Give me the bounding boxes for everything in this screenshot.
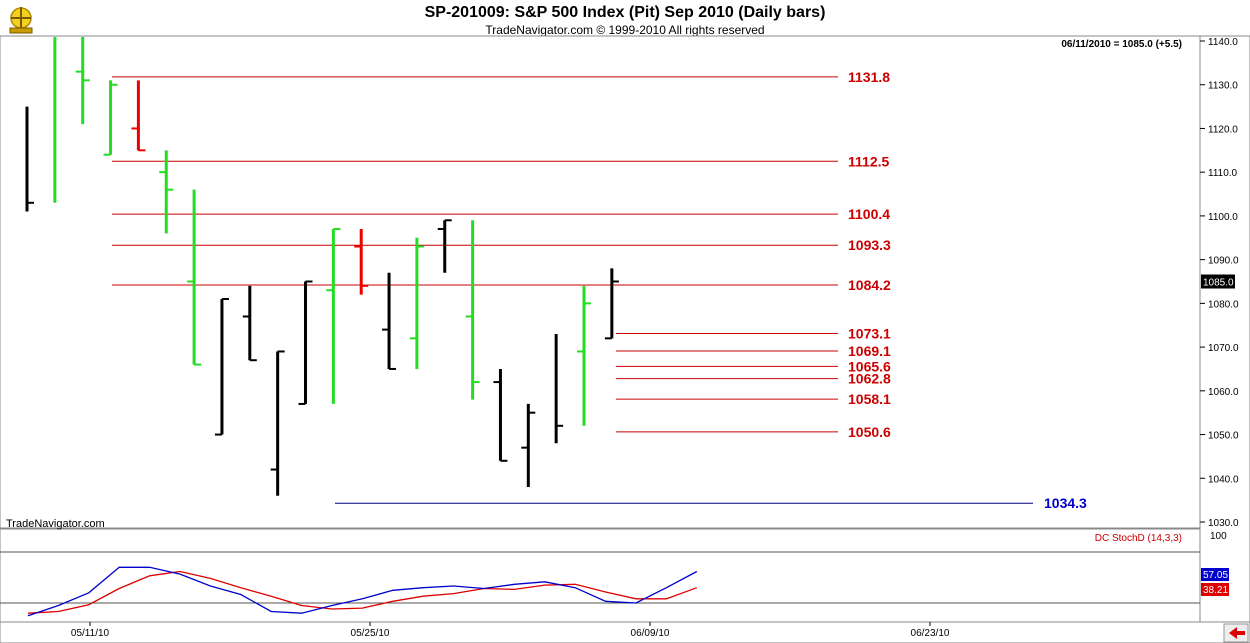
ohlc-bar (465, 220, 480, 400)
ohlc-bar (214, 297, 229, 436)
price-axis-ticks: 1030.0 1040.0 1050.0 1060.0 1070.0 1080.0 1090… (1200, 37, 1239, 529)
stochastic-lines: 100 57.05 38.21 (0, 531, 1229, 617)
ohlc-bar (25, 106, 34, 212)
price-tick-label: 1060.0 (1208, 387, 1239, 398)
price-tick-label: 1140.0 (1208, 37, 1238, 48)
level-label: 1093.3 (848, 237, 891, 253)
ohlc-bar (326, 228, 341, 404)
price-tick-label: 1040.0 (1208, 474, 1239, 485)
price-panel[interactable] (0, 35, 1201, 529)
price-tick-label: 1130.0 (1208, 81, 1238, 92)
ohlc-bar (159, 150, 174, 234)
level-label: 1065.6 (848, 358, 891, 374)
price-tick-label: 1070.0 (1208, 343, 1239, 354)
price-tick-label: 1030.0 (1208, 518, 1239, 529)
indicator-label: DC StochD (14,3,3) (1095, 533, 1182, 544)
date-axis (0, 621, 1250, 643)
ohlc-bar (604, 268, 619, 340)
price-tick-label: 1100.0 (1208, 212, 1238, 223)
ohlc-bar (382, 272, 397, 370)
level-label: 1084.2 (848, 277, 891, 293)
indicator-panel[interactable] (0, 528, 1201, 623)
ohlc-bar (75, 37, 90, 125)
date-tick-label: 06/09/10 (631, 628, 670, 639)
ohlc-bar (187, 189, 202, 366)
price-tick-label: 1090.0 (1208, 256, 1239, 267)
stoch-k-value: 57.05 (1203, 570, 1228, 581)
level-label: 1062.8 (848, 371, 891, 387)
ohlc-bar (298, 280, 313, 405)
ohlc-bar (131, 80, 146, 152)
trade-navigator-logo-icon (4, 4, 38, 36)
support-label: 1034.3 (1044, 495, 1087, 511)
date-axis-labels: 05/11/10 05/25/10 06/09/10 06/23/10 (71, 622, 950, 639)
level-label: 1131.8 (848, 69, 890, 85)
date-tick-label: 05/25/10 (351, 628, 390, 639)
price-axis (1199, 35, 1250, 623)
ohlc-bar (242, 285, 257, 362)
ohlc-bar (103, 80, 118, 156)
price-tick-label: 1120.0 (1208, 124, 1238, 135)
price-tick-label: 1050.0 (1208, 431, 1239, 442)
watermark-text: TradeNavigator.com (6, 518, 105, 530)
stoch-line-k (27, 566, 698, 617)
ohlc-bar (354, 229, 369, 295)
stoch-line-d (27, 570, 698, 614)
ohlc-bar (577, 285, 591, 426)
stoch-tick-label: 100 (1210, 531, 1227, 542)
scroll-right-arrow-icon[interactable] (1223, 623, 1249, 643)
chart-header: SP-201009: S&P 500 Index (Pit) Sep 2010 … (0, 0, 1250, 37)
price-tick-label: 1080.0 (1208, 299, 1239, 310)
chart-title: SP-201009: S&P 500 Index (Pit) Sep 2010 … (424, 4, 826, 21)
level-label: 1073.1 (848, 326, 891, 342)
ohlc-bar (554, 333, 564, 444)
price-tick-label: 1110.0 (1208, 168, 1238, 179)
level-label: 1069.1 (848, 343, 891, 359)
level-label: 1112.5 (848, 153, 889, 169)
price-bars (25, 37, 619, 496)
date-tick-label: 06/23/10 (911, 628, 950, 639)
last-price-box (1201, 274, 1235, 289)
ohlc-bar (521, 403, 536, 488)
level-lines: 1131.8 1112.5 1100.4 1093.3 1084.2 1073.11069… (112, 69, 1087, 511)
level-label: 1058.1 (848, 391, 891, 407)
ohlc-bar (493, 368, 508, 462)
stoch-d-tag (1201, 583, 1229, 596)
last-bar-info: 06/11/2010 = 1085.0 (+5.5) (1061, 39, 1182, 50)
level-label: 1050.6 (848, 424, 891, 440)
ohlc-bar (270, 350, 285, 496)
chart-subtitle: TradeNavigator.com © 1999-2010 All right… (485, 23, 765, 37)
level-label: 1100.4 (848, 206, 890, 222)
stoch-d-value: 38.21 (1203, 585, 1228, 596)
ohlc-bar (437, 219, 452, 273)
date-tick-label: 05/11/10 (71, 628, 110, 639)
last-price-label: 1085.0 (1203, 278, 1234, 289)
ohlc-bar (409, 237, 424, 369)
stoch-k-tag (1201, 568, 1229, 581)
